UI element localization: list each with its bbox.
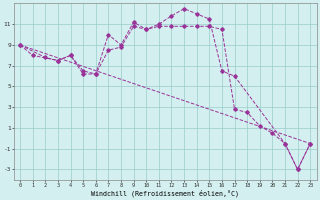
X-axis label: Windchill (Refroidissement éolien,°C): Windchill (Refroidissement éolien,°C) (91, 189, 239, 197)
